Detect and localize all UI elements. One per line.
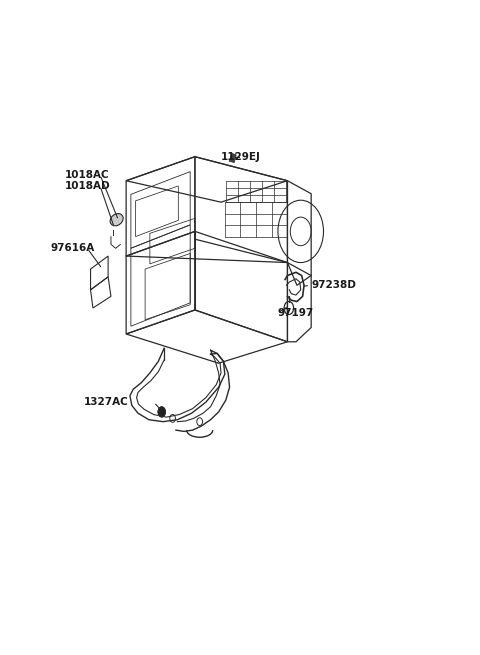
Circle shape (158, 407, 166, 417)
Polygon shape (229, 153, 236, 162)
Ellipse shape (110, 214, 123, 226)
Text: 1327AC: 1327AC (84, 397, 128, 407)
Text: 97616A: 97616A (50, 243, 95, 253)
Text: 1129EJ: 1129EJ (221, 153, 261, 162)
Circle shape (158, 407, 166, 417)
Text: 1018AC: 1018AC (64, 170, 109, 180)
Text: 97197: 97197 (278, 309, 314, 318)
Text: 97238D: 97238D (311, 280, 356, 290)
Text: 1018AD: 1018AD (64, 181, 110, 191)
